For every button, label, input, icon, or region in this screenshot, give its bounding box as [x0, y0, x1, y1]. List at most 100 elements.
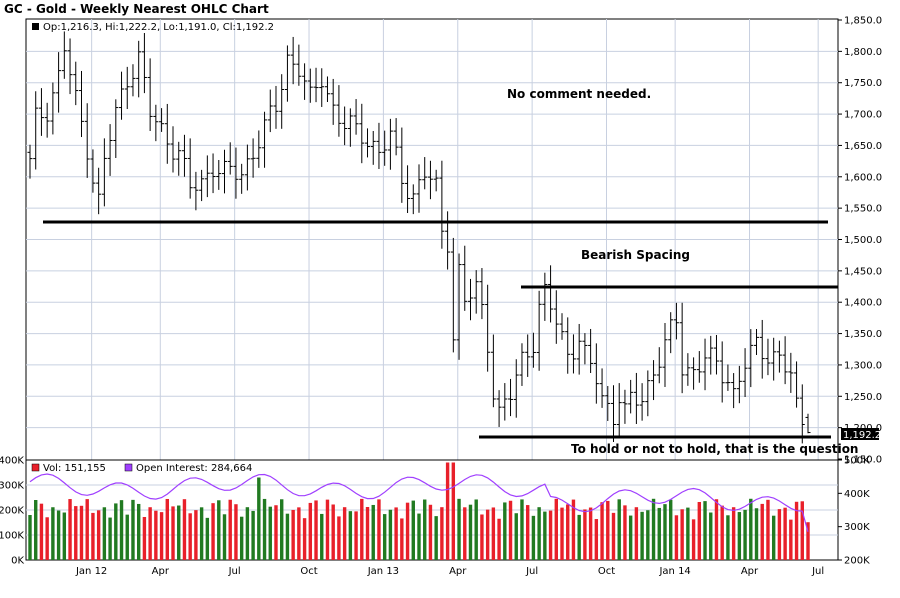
price-tick-label: 1,750.0: [844, 78, 882, 89]
ohlc-bar: [496, 390, 502, 427]
volume-bar: [165, 498, 169, 560]
x-tick-label: Oct: [300, 566, 317, 577]
ohlc-bar: [673, 302, 679, 340]
ohlc-bar: [410, 184, 416, 215]
volume-bar: [566, 504, 570, 560]
volume-bar: [537, 507, 541, 560]
volume-bar: [194, 510, 198, 560]
volume-left-tick-label: 200K: [0, 506, 24, 517]
volume-bar: [39, 503, 44, 560]
ohlc-bar: [119, 71, 125, 120]
ohlc-bar: [319, 68, 325, 107]
volume-bar: [337, 516, 341, 560]
price-tick-label: 1,800.0: [844, 47, 882, 58]
ohlc-bar: [376, 122, 382, 169]
volume-bar: [371, 504, 375, 560]
ohlc-bar: [679, 302, 685, 394]
ohlc-bar: [370, 130, 376, 165]
oi-legend: Open Interest: 284,664: [136, 463, 252, 474]
ohlc-bar: [731, 373, 737, 409]
price-tick-label: 1,350.0: [844, 329, 882, 340]
volume-bar: [571, 499, 576, 560]
ohlc-bar: [244, 144, 250, 191]
ohlc-bar: [782, 336, 788, 385]
volume-bar: [440, 507, 444, 560]
ohlc-bar: [565, 317, 571, 374]
ohlc-bar: [90, 149, 96, 193]
volume-bar: [428, 504, 433, 560]
volume-bar: [594, 519, 599, 560]
volume-bar: [205, 517, 210, 560]
ohlc-bar: [771, 337, 777, 381]
volume-bar: [657, 507, 661, 560]
ohlc-legend-swatch: [32, 23, 39, 30]
volume-bar: [96, 510, 101, 560]
ohlc-bar: [508, 378, 514, 417]
volume-bar: [766, 499, 770, 560]
x-tick-label: Apr: [152, 566, 170, 577]
ohlc-bar: [353, 99, 359, 135]
volume-bar: [188, 513, 192, 560]
volume-bar: [377, 499, 381, 560]
x-tick-label: Jan 13: [367, 566, 399, 577]
volume-bar: [520, 499, 524, 560]
ohlc-bar: [530, 332, 536, 368]
ohlc-bar: [130, 64, 136, 97]
volume-bar: [136, 503, 141, 560]
volume-bar: [400, 518, 404, 560]
volume-bar: [405, 502, 410, 560]
ohlc-bar: [233, 147, 239, 199]
ohlc-legend: Op:1,216.3, Hi:1,222.2, Lo:1,191.0, Cl:1…: [43, 22, 274, 33]
volume-bar: [457, 498, 461, 560]
ohlc-bar: [284, 45, 290, 102]
volume-bars: [28, 462, 810, 560]
volume-bar: [686, 507, 690, 560]
ohlc-bar: [199, 169, 205, 202]
volume-bar: [325, 499, 330, 560]
ohlc-bar: [84, 103, 90, 178]
volume-bar: [697, 501, 702, 560]
volume-bar: [74, 506, 78, 560]
ohlc-bar: [593, 343, 599, 404]
volume-bar: [600, 502, 604, 560]
volume-bar: [331, 504, 335, 560]
ohlc-bar: [176, 141, 182, 176]
ohlc-bar: [141, 33, 147, 94]
ohlc-bar: [605, 386, 611, 421]
ohlc-bar: [651, 360, 657, 401]
x-tick-label: Jan 12: [75, 566, 107, 577]
volume-bar: [560, 507, 564, 560]
volume-bar: [411, 500, 415, 560]
volume-bar: [365, 506, 370, 560]
ohlc-bar: [78, 70, 84, 138]
ohlc-bar: [136, 40, 142, 98]
ohlc-bar: [467, 278, 473, 321]
volume-bar: [531, 515, 536, 560]
ohlc-bar: [273, 85, 279, 129]
ohlc-bar: [576, 323, 582, 375]
ohlc-bar: [290, 36, 296, 85]
ohlc-bar: [742, 348, 748, 398]
volume-bar: [108, 517, 112, 560]
ohlc-bar: [239, 163, 245, 194]
volume-bar: [663, 504, 667, 560]
volume-bar: [28, 515, 32, 560]
ohlc-bar: [490, 334, 496, 408]
volume-bar: [789, 519, 793, 560]
volume-bar: [394, 507, 398, 560]
price-tick-label: 1,700.0: [844, 110, 882, 121]
annotation-bearish-spacing: Bearish Spacing: [581, 248, 690, 262]
ohlc-bar: [553, 290, 559, 344]
volume-bar: [794, 501, 799, 560]
volume-bar: [480, 514, 484, 560]
volume-bar: [548, 510, 553, 560]
ohlc-bar: [542, 272, 548, 321]
volume-bar: [234, 504, 238, 560]
ohlc-bar: [433, 169, 439, 192]
ohlc-bar: [765, 338, 771, 376]
ohlc-bar: [656, 347, 662, 384]
ohlc-bar: [342, 106, 348, 146]
ohlc-bar: [359, 103, 365, 164]
ohlc-bar: [473, 270, 479, 314]
